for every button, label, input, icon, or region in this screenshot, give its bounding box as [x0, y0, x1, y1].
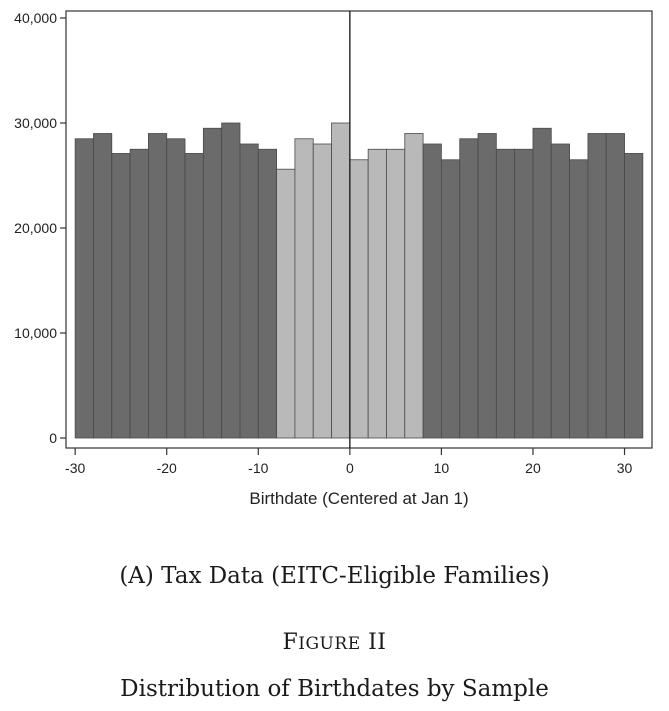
bar--10: [257, 148, 277, 439]
bar--6: [294, 138, 314, 439]
bar--22: [148, 133, 168, 439]
bar-22: [550, 143, 570, 439]
x-tick-label: 0: [346, 460, 354, 476]
x-tick-label: 10: [434, 460, 450, 476]
bar--30: [74, 138, 94, 439]
figure-label-word: IGURE: [298, 634, 361, 654]
bar--14: [221, 122, 241, 439]
bar-6: [404, 133, 424, 439]
y-tick-label: 40,000: [14, 10, 57, 26]
bar-14: [477, 133, 497, 439]
bar-2: [367, 148, 387, 439]
bar--24: [129, 148, 149, 439]
panel-caption: (A) Tax Data (EITC-Eligible Families): [119, 563, 550, 589]
x-tick-label: -30: [65, 460, 85, 476]
x-tick-label: -10: [248, 460, 268, 476]
bar-24: [569, 159, 589, 439]
y-tick-label: 30,000: [14, 115, 57, 131]
bar--18: [184, 153, 204, 439]
figure-label-initial: F: [282, 630, 299, 655]
y-tick-label: 10,000: [14, 325, 57, 341]
bars-layer: [74, 122, 644, 439]
bar--8: [276, 168, 296, 439]
axes-layer: 0 10,000 20,000 30,000 40,000 -30 -20 -10 0 10 20 3…: [14, 10, 632, 476]
figure-label: FIGURE II: [0, 630, 669, 655]
bar-30: [624, 153, 644, 439]
bar-26: [587, 133, 607, 439]
figure-label-number: II: [368, 630, 387, 655]
bar--16: [202, 127, 223, 439]
bar--28: [93, 133, 113, 439]
bar-8: [422, 143, 442, 439]
bar-4: [386, 148, 406, 439]
x-tick-label: 30: [617, 460, 633, 476]
x-axis-title: Birthdate (Centered at Jan 1): [249, 489, 468, 508]
bar-16: [495, 148, 516, 439]
bar-28: [605, 133, 625, 439]
bar--26: [111, 153, 131, 439]
bar--2: [331, 122, 351, 439]
bar-10: [441, 159, 461, 439]
bar--20: [166, 138, 186, 439]
x-tick-label: -20: [157, 460, 177, 476]
bar--4: [312, 143, 332, 439]
y-tick-label: 0: [49, 430, 57, 446]
x-tick-label: 20: [525, 460, 541, 476]
y-tick-label: 20,000: [14, 220, 57, 236]
bar--12: [239, 143, 259, 439]
figure-title: Distribution of Birthdates by Sample: [120, 676, 549, 702]
bar-18: [514, 148, 534, 439]
bar-12: [459, 138, 479, 439]
bar-0: [349, 159, 369, 439]
bar-20: [532, 127, 552, 439]
birthdate-histogram: 0 10,000 20,000 30,000 40,000 -30 -20 -10 0 10 20 3…: [14, 10, 653, 508]
